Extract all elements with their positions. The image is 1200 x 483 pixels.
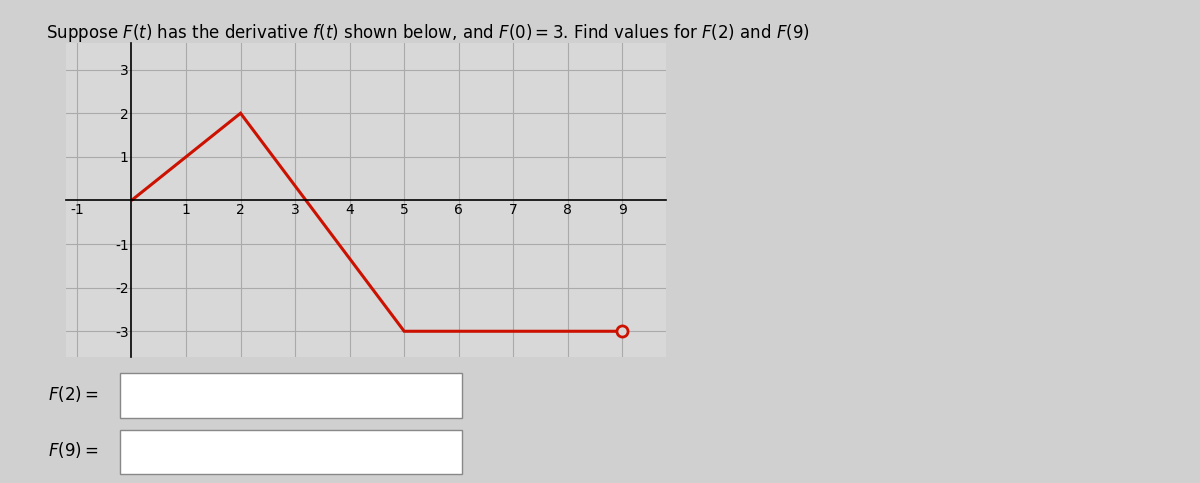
Text: $F(2) =$: $F(2) =$ [48, 384, 98, 404]
Text: Suppose $F(t)$ has the derivative $f(t)$ shown below, and $F(0) = 3$. Find value: Suppose $F(t)$ has the derivative $f(t)$… [46, 22, 810, 44]
Text: $F(9) =$: $F(9) =$ [48, 440, 98, 460]
